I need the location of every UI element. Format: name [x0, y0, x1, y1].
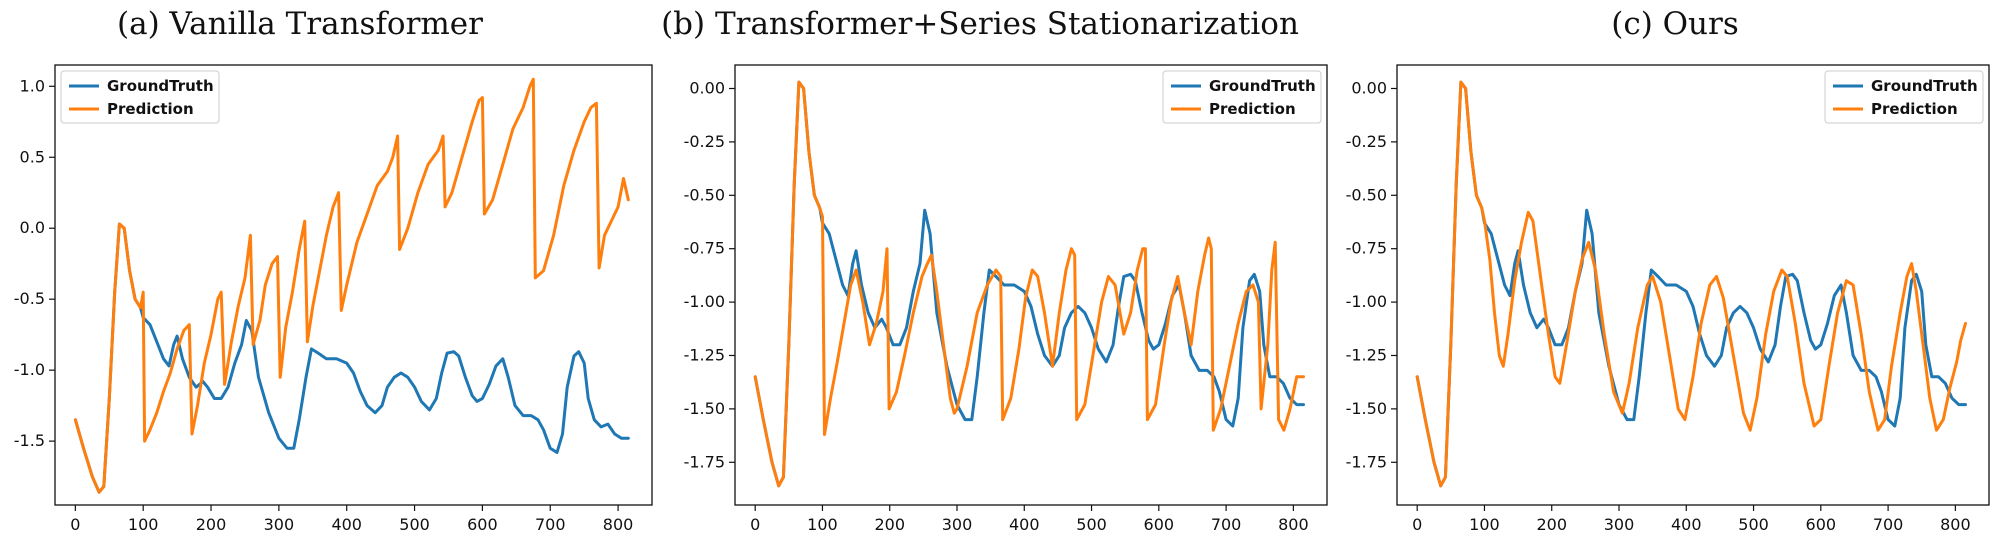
- panel-c-x-tick-label: 400: [1671, 515, 1702, 534]
- panel-c-y-tick-label: -1.25: [1346, 345, 1387, 364]
- panel-c-y-tick-label: -1.00: [1346, 292, 1387, 311]
- panel-c-y-tick-label: -0.75: [1346, 239, 1387, 258]
- panel-b-y-tick-label: 0.00: [689, 78, 725, 97]
- panel-a-x-tick-label: 400: [331, 515, 362, 534]
- panel-b-y-tick-label: -1.75: [684, 452, 725, 471]
- panel-b-x-tick-label: 200: [874, 515, 905, 534]
- panel-b-x-tick-label: 300: [942, 515, 973, 534]
- panel-a-legend: GroundTruth Prediction: [60, 70, 220, 124]
- panel-b-y-tick-label: -1.00: [684, 292, 725, 311]
- panel-a-x-tick-label: 200: [196, 515, 227, 534]
- panel-c-x-tick-label: 500: [1738, 515, 1769, 534]
- panel-c-x-tick-label: 100: [1469, 515, 1500, 534]
- panel-a-x-tick-label: 700: [535, 515, 566, 534]
- panel-c-x-tick-label: 0: [1412, 515, 1422, 534]
- panel-a-y-tick-label: 0.0: [20, 218, 45, 237]
- panel-b-series-groundtruth-line: [753, 80, 1305, 488]
- panel-b-y-tick-label: -1.50: [684, 399, 725, 418]
- panel-a-x-tick-label: 0: [70, 515, 80, 534]
- panel-b-title: (b) Transformer+Series Stationarization: [661, 6, 1299, 42]
- panel-a: 0 100 200 300 400 500 600 700 800 -1.5 -1.0 -0.5 0.0…: [14, 64, 653, 534]
- panel-c-series-groundtruth-line: [1415, 80, 1967, 488]
- panel-a-legend-label-groundtruth: GroundTruth: [107, 77, 214, 95]
- panel-b-y-tick-label: -0.50: [684, 185, 725, 204]
- panel-a-title: (a) Vanilla Transformer: [117, 6, 483, 42]
- panel-c-y-tick-label: -1.75: [1346, 452, 1387, 471]
- panel-b: 0 100 200 300 400 500 600 700 800 -1.75 -1.50 -1.25…: [684, 64, 1328, 534]
- panel-b-x-tick-label: 0: [750, 515, 760, 534]
- panel-b-y-tick-label: -1.25: [684, 345, 725, 364]
- panel-b-legend-box: [1162, 70, 1322, 124]
- panel-b-x-tick-label: 600: [1144, 515, 1175, 534]
- panel-c-legend: GroundTruth Prediction: [1824, 70, 1984, 124]
- panel-a-y-tick-label: -1.5: [14, 431, 45, 450]
- panel-a-x-tick-label: 800: [603, 515, 634, 534]
- panel-c: 0 100 200 300 400 500 600 700 800 -1.75 -1.50 -1.25…: [1346, 64, 1990, 534]
- panel-b-x-tick-label: 800: [1278, 515, 1309, 534]
- panel-b-series-prediction-line: [753, 80, 1305, 488]
- panel-a-x-tick-label: 300: [264, 515, 295, 534]
- panel-a-x-tick-label: 100: [128, 515, 159, 534]
- panel-b-axes-frame: [734, 64, 1328, 506]
- panel-b-x-tick-label: 100: [807, 515, 838, 534]
- panel-c-x-tick-label: 700: [1873, 515, 1904, 534]
- panel-c-y-tick-label: -0.25: [1346, 132, 1387, 151]
- panel-c-axes-frame: [1396, 64, 1990, 506]
- panel-c-x-tick-label: 600: [1806, 515, 1837, 534]
- panel-b-legend-label-prediction: Prediction: [1209, 100, 1296, 118]
- panel-b-x-tick-label: 500: [1076, 515, 1107, 534]
- panel-c-x-tick-label: 800: [1940, 515, 1971, 534]
- panel-a-y-tick-label: -1.0: [14, 360, 45, 379]
- panel-a-series-prediction-line: [73, 77, 630, 494]
- panel-b-legend-label-groundtruth: GroundTruth: [1209, 77, 1316, 95]
- panel-a-x-tick-label: 500: [399, 515, 430, 534]
- panel-a-legend-box: [60, 70, 220, 124]
- panel-b-y-tick-label: -0.75: [684, 239, 725, 258]
- panel-b-y-tick-label: -0.25: [684, 132, 725, 151]
- panel-b-x-tick-label: 400: [1009, 515, 1040, 534]
- panel-c-x-tick-label: 300: [1604, 515, 1635, 534]
- panel-c-x-tick-label: 200: [1536, 515, 1567, 534]
- panel-a-axes-frame: [54, 64, 653, 506]
- panel-a-series-groundtruth-line: [73, 222, 630, 494]
- panel-a-y-tick-label: 1.0: [20, 76, 45, 95]
- panel-c-legend-label-prediction: Prediction: [1871, 100, 1958, 118]
- panel-a-legend-label-prediction: Prediction: [107, 100, 194, 118]
- panel-c-title: (c) Ours: [1611, 6, 1739, 42]
- panel-c-legend-label-groundtruth: GroundTruth: [1871, 77, 1978, 95]
- panel-c-y-tick-label: -1.50: [1346, 399, 1387, 418]
- panel-a-y-tick-label: -0.5: [14, 289, 45, 308]
- panel-a-x-tick-label: 600: [467, 515, 498, 534]
- panel-c-y-tick-label: -0.50: [1346, 185, 1387, 204]
- panel-c-y-tick-label: 0.00: [1351, 78, 1387, 97]
- panel-c-legend-box: [1824, 70, 1984, 124]
- panel-a-y-tick-label: 0.5: [20, 147, 45, 166]
- panel-b-legend: GroundTruth Prediction: [1162, 70, 1322, 124]
- panel-b-x-tick-label: 700: [1211, 515, 1242, 534]
- panel-c-series-prediction-line: [1415, 80, 1967, 488]
